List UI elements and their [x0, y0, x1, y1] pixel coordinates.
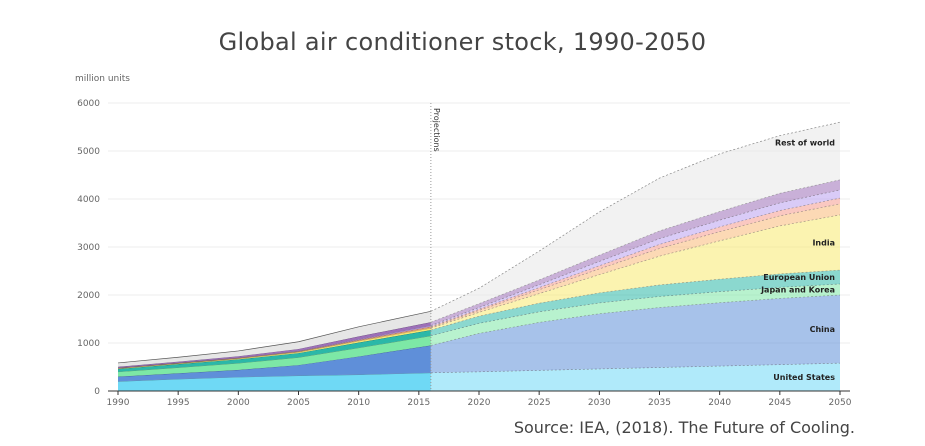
area-historical-european-union	[118, 330, 431, 372]
area-historical-rest-of-world	[118, 311, 431, 367]
area-projection-series-7	[430, 189, 840, 327]
x-tick-label: 2045	[768, 398, 791, 408]
x-tick-label: 2030	[588, 398, 611, 408]
y-tick-label: 5000	[77, 147, 100, 157]
area-projection-india	[430, 214, 840, 331]
area-projection-european-union	[430, 270, 840, 336]
series-label: United States	[773, 373, 835, 382]
y-axis-label: million units	[75, 74, 130, 84]
source-note: Source: IEA, (2018). The Future of Cooli…	[513, 418, 855, 437]
area-projection-china	[430, 295, 840, 373]
line-historical-rest-of-world	[117, 310, 431, 364]
x-tick-label: 1995	[167, 398, 190, 408]
y-tick-label: 4000	[77, 195, 100, 205]
x-tick-label: 2000	[227, 398, 250, 408]
line-projection-rest-of-world	[430, 121, 841, 312]
x-tick-label: 2015	[407, 398, 430, 408]
area-projection-series-5	[430, 203, 840, 329]
x-tick-label: 1990	[107, 398, 130, 408]
area-projection-japan-and-korea	[430, 283, 840, 346]
x-tick-label: 2010	[347, 398, 370, 408]
x-tick-label: 2025	[528, 398, 551, 408]
projection-label: Projections	[432, 108, 441, 152]
x-tick-label: 2035	[648, 398, 671, 408]
y-tick-label: 1000	[77, 339, 100, 349]
series-label: India	[812, 238, 835, 247]
y-tick-label: 3000	[77, 243, 100, 253]
series-label: European Union	[763, 273, 835, 282]
area-projection-series-8	[430, 179, 840, 326]
y-tick-label: 6000	[77, 99, 100, 109]
x-tick-label: 2040	[708, 398, 731, 408]
area-projection-series-6	[430, 198, 840, 328]
y-tick-label: 0	[94, 387, 100, 397]
chart-title: Global air conditioner stock, 1990-2050	[218, 28, 707, 56]
x-tick-label: 2005	[287, 398, 310, 408]
area-projection-rest-of-world	[430, 122, 840, 323]
series-label: Rest of world	[775, 138, 835, 147]
area-historical-japan-and-korea	[118, 335, 431, 377]
line-historical-china	[117, 345, 431, 377]
series-label: Japan and Korea	[760, 285, 835, 294]
x-tick-label: 2020	[468, 398, 491, 408]
area-historical-united-states	[118, 372, 431, 391]
area-projection-united-states	[430, 363, 840, 391]
series-label: China	[810, 325, 835, 334]
x-tick-label: 2050	[829, 398, 852, 408]
y-tick-label: 2000	[77, 291, 100, 301]
area-historical-china	[118, 345, 431, 382]
